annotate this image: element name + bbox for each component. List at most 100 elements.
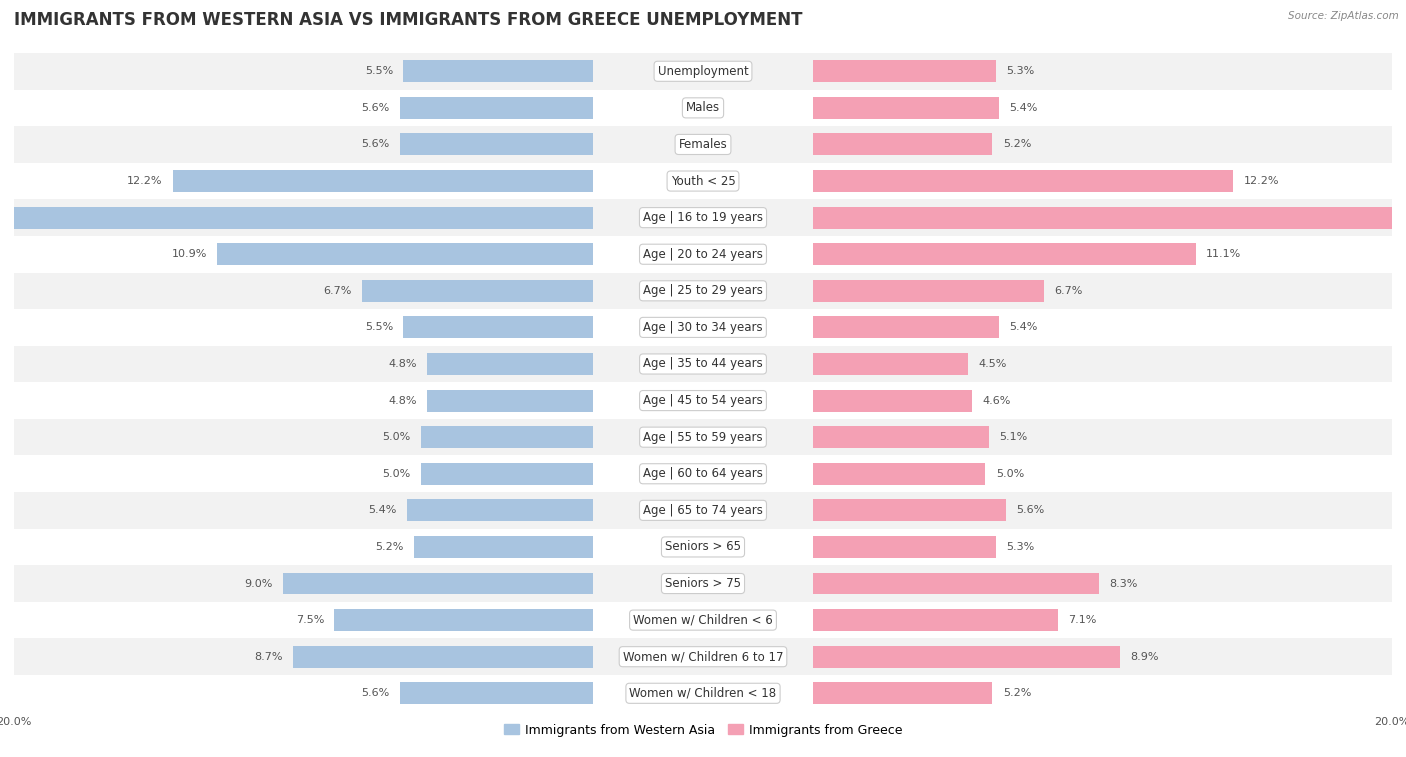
Bar [420,426,593,448]
Bar [14,89,1392,126]
Text: 5.6%: 5.6% [361,103,389,113]
Text: 5.6%: 5.6% [1017,506,1045,516]
Text: 5.2%: 5.2% [1002,688,1031,698]
Bar [399,133,593,155]
Bar [413,536,593,558]
Bar [14,638,1392,675]
Bar [14,565,1392,602]
Bar [813,609,1057,631]
Text: Males: Males [686,101,720,114]
Bar [813,353,969,375]
Bar [283,572,593,594]
Bar [14,675,1392,712]
Bar [813,463,986,484]
Text: 5.2%: 5.2% [1002,139,1031,149]
Bar [14,602,1392,638]
Bar [406,500,593,522]
Bar [813,170,1233,192]
Text: Age | 20 to 24 years: Age | 20 to 24 years [643,248,763,260]
Bar [813,536,995,558]
Bar [14,346,1392,382]
Text: 10.9%: 10.9% [172,249,207,259]
Text: 5.2%: 5.2% [375,542,404,552]
Text: 11.1%: 11.1% [1206,249,1241,259]
Bar [14,126,1392,163]
Bar [361,280,593,302]
Text: 7.1%: 7.1% [1069,615,1097,625]
Text: 4.8%: 4.8% [388,396,418,406]
Text: 5.3%: 5.3% [1007,542,1035,552]
Text: Age | 55 to 59 years: Age | 55 to 59 years [643,431,763,444]
Text: Unemployment: Unemployment [658,65,748,78]
Text: 5.5%: 5.5% [364,322,392,332]
Bar [292,646,593,668]
Bar [399,682,593,704]
Text: 8.3%: 8.3% [1109,578,1137,588]
Bar [218,243,593,265]
Text: 6.7%: 6.7% [323,286,352,296]
Text: 8.9%: 8.9% [1130,652,1159,662]
Bar [14,528,1392,565]
Bar [173,170,593,192]
Text: 12.2%: 12.2% [1244,176,1279,186]
Text: Age | 35 to 44 years: Age | 35 to 44 years [643,357,763,370]
Text: 9.0%: 9.0% [245,578,273,588]
Text: 4.5%: 4.5% [979,359,1007,369]
Text: Seniors > 75: Seniors > 75 [665,577,741,590]
Text: 8.7%: 8.7% [254,652,283,662]
Text: IMMIGRANTS FROM WESTERN ASIA VS IMMIGRANTS FROM GREECE UNEMPLOYMENT: IMMIGRANTS FROM WESTERN ASIA VS IMMIGRAN… [14,11,803,30]
Bar [399,97,593,119]
Text: Age | 60 to 64 years: Age | 60 to 64 years [643,467,763,480]
Text: Age | 45 to 54 years: Age | 45 to 54 years [643,394,763,407]
Text: 5.4%: 5.4% [1010,103,1038,113]
Bar [14,199,1392,236]
Bar [404,61,593,83]
Text: Source: ZipAtlas.com: Source: ZipAtlas.com [1288,11,1399,21]
Bar [813,61,995,83]
Text: 5.3%: 5.3% [1007,67,1035,76]
Bar [14,492,1392,528]
Bar [14,382,1392,419]
Text: 5.0%: 5.0% [382,432,411,442]
Legend: Immigrants from Western Asia, Immigrants from Greece: Immigrants from Western Asia, Immigrants… [499,718,907,742]
Bar [813,97,1000,119]
Bar [813,426,988,448]
Bar [813,243,1195,265]
Bar [813,133,993,155]
Text: 5.6%: 5.6% [361,139,389,149]
Bar [14,236,1392,273]
Text: Seniors > 65: Seniors > 65 [665,540,741,553]
Text: 4.8%: 4.8% [388,359,418,369]
Text: 4.6%: 4.6% [981,396,1011,406]
Bar [813,390,972,412]
Text: 6.7%: 6.7% [1054,286,1083,296]
Text: 7.5%: 7.5% [295,615,323,625]
Bar [14,419,1392,456]
Text: Women w/ Children < 18: Women w/ Children < 18 [630,687,776,699]
Bar [427,353,593,375]
Bar [404,316,593,338]
Bar [14,163,1392,199]
Bar [14,53,1392,89]
Bar [813,316,1000,338]
Text: 5.6%: 5.6% [361,688,389,698]
Text: Age | 65 to 74 years: Age | 65 to 74 years [643,504,763,517]
Text: Women w/ Children 6 to 17: Women w/ Children 6 to 17 [623,650,783,663]
Text: Youth < 25: Youth < 25 [671,175,735,188]
Bar [813,500,1007,522]
Text: Age | 30 to 34 years: Age | 30 to 34 years [643,321,763,334]
Text: Age | 25 to 29 years: Age | 25 to 29 years [643,285,763,298]
Text: 5.0%: 5.0% [995,469,1024,478]
Bar [14,273,1392,309]
Bar [813,572,1099,594]
Text: 5.4%: 5.4% [368,506,396,516]
Text: 5.4%: 5.4% [1010,322,1038,332]
Text: 5.1%: 5.1% [1000,432,1028,442]
Bar [335,609,593,631]
Bar [813,207,1406,229]
Text: 5.5%: 5.5% [364,67,392,76]
Bar [0,207,593,229]
Bar [14,456,1392,492]
Bar [420,463,593,484]
Text: Females: Females [679,138,727,151]
